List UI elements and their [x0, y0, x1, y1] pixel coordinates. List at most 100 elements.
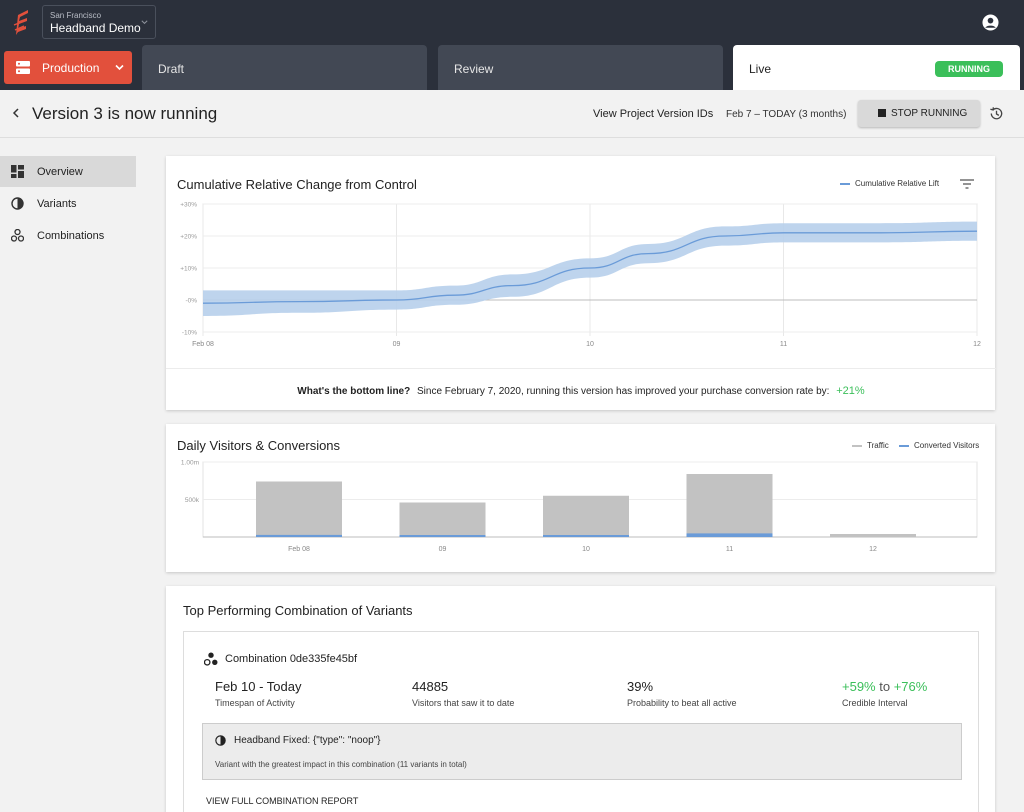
- top-combination-card: Top Performing Combination of Variants C…: [166, 586, 995, 812]
- project-name: Headband Demo: [50, 21, 141, 35]
- y-tick-label: -10%: [182, 330, 197, 337]
- stop-running-button[interactable]: STOP RUNNING: [858, 100, 980, 127]
- x-tick-label: 12: [869, 546, 877, 553]
- traffic-bar: [399, 502, 486, 537]
- y-tick-label: 1.00m: [181, 460, 199, 467]
- stat-value: 44885: [412, 679, 449, 694]
- chart-legend: Traffic Converted Visitors: [852, 441, 979, 450]
- interval-high: +76%: [893, 679, 928, 694]
- project-city: San Francisco: [50, 11, 102, 20]
- stat-label: Timespan of Activity: [215, 698, 295, 708]
- traffic-bar: [256, 481, 342, 537]
- project-switcher[interactable]: San Francisco Headband Demo: [42, 5, 156, 39]
- logo-icon[interactable]: [12, 9, 34, 36]
- stat-timespan: Feb 10 - Today Timespan of Activity: [215, 679, 301, 708]
- legend-swatch: [899, 444, 910, 447]
- x-tick-label: 11: [726, 546, 733, 553]
- chevron-down-icon: [115, 64, 124, 71]
- top-bar: San Francisco Headband Demo: [0, 0, 1024, 44]
- confidence-band: [203, 221, 977, 316]
- card-title: Top Performing Combination of Variants: [183, 603, 413, 618]
- x-tick-label: 09: [393, 341, 401, 348]
- sidebar-item-label: Overview: [37, 166, 83, 178]
- page-header: Version 3 is now running View Project Ve…: [0, 90, 1024, 138]
- sidebar-item-overview[interactable]: Overview: [0, 156, 136, 187]
- view-full-report-link[interactable]: VIEW FULL COMBINATION REPORT: [206, 796, 359, 806]
- history-icon[interactable]: [989, 106, 1004, 121]
- legend-label-traffic: Traffic: [867, 441, 889, 450]
- bottom-line-question: What's the bottom line?: [297, 386, 411, 397]
- y-tick-label: +20%: [180, 234, 197, 241]
- y-tick-label: +30%: [180, 202, 197, 209]
- stop-running-label: STOP RUNNING: [891, 108, 968, 119]
- half-circle-icon: [215, 735, 226, 746]
- dashboard-icon: [11, 165, 24, 178]
- sidebar-item-label: Combinations: [37, 230, 105, 242]
- converted-bar: [686, 533, 773, 537]
- stat-probability: 39% Probability to beat all active: [627, 679, 737, 708]
- y-tick-label: -0%: [185, 298, 197, 305]
- bottom-line-text: Since February 7, 2020, running this ver…: [417, 386, 830, 397]
- converted-bar: [543, 535, 629, 537]
- stat-label: Visitors that saw it to date: [412, 698, 515, 708]
- molecule-icon: [204, 652, 218, 666]
- stop-icon: [878, 109, 886, 117]
- environment-label: Production: [42, 61, 100, 75]
- x-tick-label: 12: [973, 341, 981, 348]
- interval-to: to: [879, 679, 891, 694]
- x-tick-label: Feb 08: [192, 341, 214, 348]
- x-tick-label: 10: [582, 546, 590, 553]
- traffic-bar: [543, 495, 629, 537]
- chevron-down-icon: [141, 20, 148, 25]
- traffic-bar: [686, 474, 773, 537]
- status-badge: RUNNING: [935, 61, 1003, 77]
- stat-label: Probability to beat all active: [627, 698, 737, 708]
- variant-name: Headband Fixed: {"type": "noop"}: [234, 735, 381, 746]
- sidebar-item-variants[interactable]: Variants: [0, 188, 136, 219]
- combination-name: Combination 0de335fe45bf: [225, 653, 358, 665]
- stat-value: +59% to +76%: [842, 679, 927, 694]
- sidebar-item-label: Variants: [37, 198, 77, 210]
- card-title: Cumulative Relative Change from Control: [177, 177, 417, 192]
- converted-bar: [256, 534, 342, 537]
- stat-credible-interval: +59% to +76% Credible Interval: [842, 679, 927, 708]
- sidebar-item-combinations[interactable]: Combinations: [0, 220, 136, 251]
- account-icon[interactable]: [982, 14, 999, 31]
- variant-summary: Headband Fixed: {"type": "noop"} Variant…: [202, 723, 962, 780]
- environment-dropdown[interactable]: Production: [4, 51, 132, 84]
- x-tick-label: 10: [586, 341, 594, 348]
- view-project-version-ids-link[interactable]: View Project Version IDs: [593, 108, 714, 120]
- card-title: Daily Visitors & Conversions: [177, 438, 341, 453]
- half-circle-icon: [11, 197, 24, 210]
- tab-live[interactable]: Live RUNNING: [733, 45, 1020, 90]
- bottom-line-summary: What's the bottom line? Since February 7…: [166, 368, 996, 410]
- stat-value: Feb 10 - Today: [215, 679, 302, 694]
- cumulative-change-card: Cumulative Relative Change from Control …: [166, 156, 996, 410]
- x-tick-label: Feb 08: [288, 546, 310, 553]
- y-tick-label: +10%: [180, 266, 197, 273]
- page-title: Version 3 is now running: [32, 104, 218, 123]
- date-range: Feb 7 – TODAY (3 months): [726, 109, 847, 120]
- combination-panel: Combination 0de335fe45bf Feb 10 - Today …: [183, 631, 979, 812]
- variant-description: Variant with the greatest impact in this…: [215, 760, 467, 769]
- tab-live-label: Live: [749, 62, 772, 76]
- legend-label: Cumulative Relative Lift: [855, 179, 940, 188]
- daily-visitors-chart: 1.00m 500k Feb 08 09 10 11 12: [181, 460, 978, 553]
- converted-bar: [399, 535, 486, 537]
- lift-line: [202, 230, 978, 304]
- y-tick-label: 500k: [185, 497, 200, 504]
- tab-draft-label: Draft: [158, 62, 185, 76]
- tab-draft[interactable]: Draft: [142, 45, 427, 90]
- chevron-left-icon[interactable]: [10, 107, 22, 119]
- legend-swatch: [840, 182, 850, 185]
- daily-visitors-card: Daily Visitors & Conversions Traffic Con…: [166, 424, 995, 572]
- chart-legend: Cumulative Relative Lift: [840, 179, 939, 188]
- tab-review[interactable]: Review: [438, 45, 723, 90]
- legend-swatch: [852, 444, 862, 447]
- cumulative-lift-chart: Feb 08 09 10 11 12 +30% +20% +10% -0% -10%: [180, 202, 981, 349]
- x-tick-label: 11: [780, 341, 787, 348]
- stat-value: 39%: [627, 679, 654, 694]
- filter-icon[interactable]: [960, 179, 974, 189]
- environment-bar: Production Draft Review Live RUNNING: [0, 44, 1024, 90]
- traffic-bar: [830, 534, 916, 537]
